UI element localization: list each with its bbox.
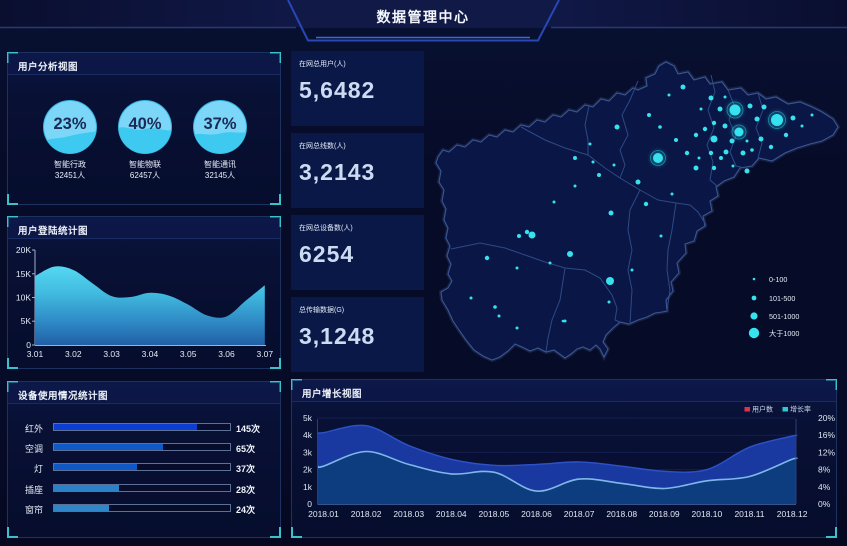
svg-text:3k: 3k — [303, 447, 313, 457]
svg-text:3.06: 3.06 — [218, 349, 235, 359]
svg-text:2k: 2k — [303, 465, 313, 475]
svg-text:40%: 40% — [128, 115, 161, 133]
svg-text:3.04: 3.04 — [142, 349, 159, 359]
svg-text:4k: 4k — [303, 430, 313, 440]
svg-text:3.01: 3.01 — [27, 349, 44, 359]
svg-text:20%: 20% — [818, 413, 835, 423]
svg-text:2018.04: 2018.04 — [436, 509, 467, 519]
svg-text:1k: 1k — [303, 482, 313, 492]
svg-text:15K: 15K — [16, 269, 31, 279]
svg-text:2018.11: 2018.11 — [734, 509, 764, 519]
svg-text:23%: 23% — [53, 115, 86, 133]
svg-text:3.02: 3.02 — [65, 349, 82, 359]
svg-text:37%: 37% — [203, 115, 236, 133]
svg-text:0: 0 — [307, 499, 312, 509]
svg-text:2018.02: 2018.02 — [351, 509, 382, 519]
svg-text:2018.12: 2018.12 — [777, 509, 808, 519]
svg-text:2018.09: 2018.09 — [649, 509, 680, 519]
svg-text:12%: 12% — [818, 447, 835, 457]
svg-text:2018.08: 2018.08 — [606, 509, 637, 519]
svg-text:2018.06: 2018.06 — [521, 509, 552, 519]
svg-text:20K: 20K — [16, 245, 31, 255]
svg-text:16%: 16% — [818, 430, 835, 440]
svg-text:8%: 8% — [818, 465, 831, 475]
svg-text:5K: 5K — [21, 316, 32, 326]
svg-text:2018.07: 2018.07 — [564, 509, 595, 519]
svg-text:3.05: 3.05 — [180, 349, 197, 359]
svg-text:3.03: 3.03 — [103, 349, 120, 359]
svg-text:数据管理中心: 数据管理中心 — [377, 9, 470, 25]
svg-text:0: 0 — [26, 340, 31, 350]
svg-text:2018.01: 2018.01 — [308, 509, 339, 519]
svg-text:2018.03: 2018.03 — [393, 509, 424, 519]
svg-text:2018.05: 2018.05 — [479, 509, 510, 519]
svg-text:5k: 5k — [303, 413, 313, 423]
svg-text:10K: 10K — [16, 293, 31, 303]
svg-text:用户数: 用户数 — [752, 405, 773, 414]
svg-text:增长率: 增长率 — [790, 405, 811, 414]
svg-text:2018.10: 2018.10 — [692, 509, 723, 519]
svg-text:0%: 0% — [818, 499, 831, 509]
svg-text:3.07: 3.07 — [257, 349, 274, 359]
svg-text:4%: 4% — [818, 482, 831, 492]
